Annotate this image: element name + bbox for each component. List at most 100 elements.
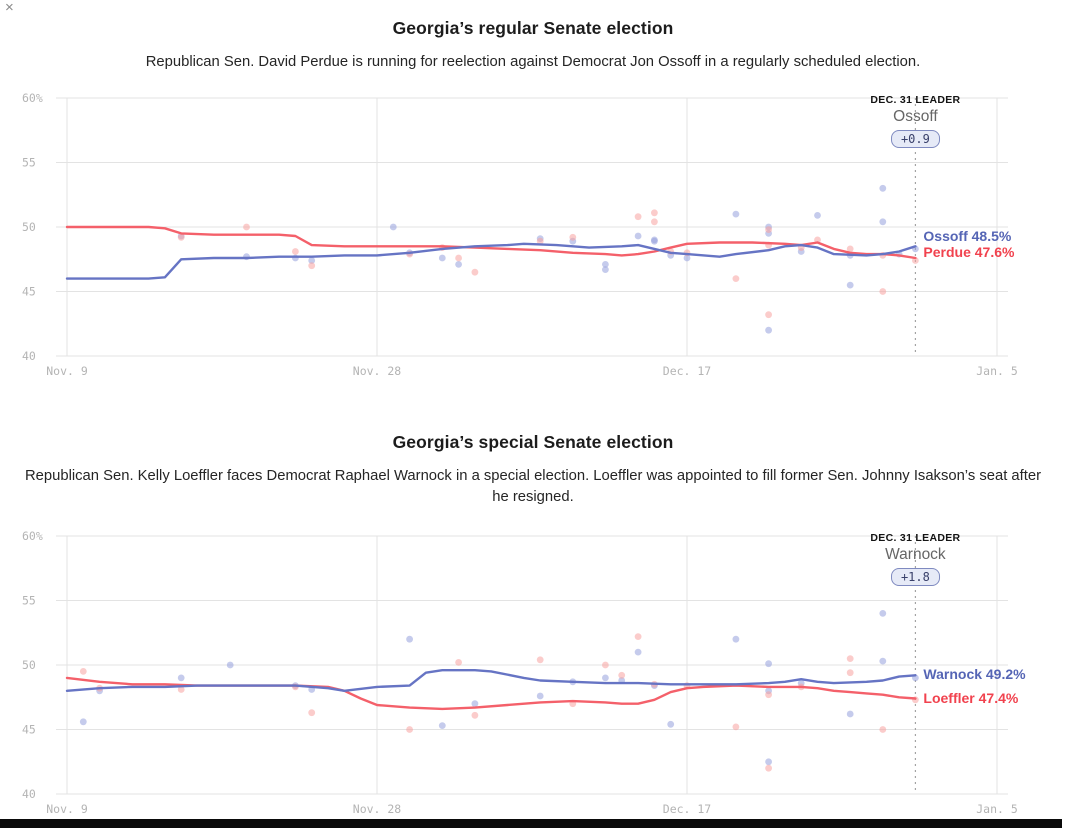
dem-poll-dot <box>406 635 413 643</box>
rep-poll-dot <box>243 223 250 231</box>
x-tick-label: Dec. 17 <box>663 364 712 378</box>
special-election-section: Georgia’s special Senate election Republ… <box>0 420 1066 826</box>
rep-series-end-label: Perdue 47.6% <box>923 244 1015 261</box>
x-tick-label: Nov. 9 <box>46 802 88 816</box>
x-tick-label: Dec. 17 <box>663 802 712 816</box>
dem-poll-dot <box>308 257 316 264</box>
leader-margin-badge: +1.8 <box>890 568 940 586</box>
dem-poll-dot <box>79 718 87 726</box>
dem-poll-dot <box>732 210 740 218</box>
rep-poll-dot <box>634 213 642 221</box>
dem-poll-dot <box>879 184 887 192</box>
y-tick-label: 55 <box>22 156 36 170</box>
rep-poll-dot <box>536 237 544 245</box>
rep-poll-dot <box>732 275 740 282</box>
dem-poll-dot <box>455 261 462 268</box>
rep-poll-dot <box>846 245 854 253</box>
rep-poll-dot <box>846 669 854 677</box>
y-tick-label: 55 <box>22 594 36 608</box>
x-tick-label: Nov. 28 <box>353 364 402 378</box>
leader-name: Ossoff <box>893 108 938 125</box>
dem-poll-dot <box>846 710 854 718</box>
rep-poll-dot <box>292 248 299 255</box>
bottom-bar <box>0 819 1062 828</box>
dem-poll-dot <box>536 692 544 700</box>
rep-poll-dot <box>765 226 772 234</box>
dem-poll-dot <box>389 223 397 231</box>
regular-election-section: Georgia’s regular Senate election Republ… <box>0 0 1066 388</box>
dem-poll-dot <box>602 674 609 682</box>
y-tick-label: 45 <box>22 285 36 299</box>
dem-poll-dot <box>634 648 642 656</box>
dem-poll-dot <box>683 254 691 262</box>
rep-poll-dot <box>177 233 185 241</box>
dem-poll-dot <box>846 281 854 289</box>
x-tick-label: Nov. 28 <box>353 802 402 816</box>
dem-poll-dot <box>814 212 821 219</box>
dem-poll-dot <box>602 266 609 273</box>
dem-trend-line <box>65 242 917 280</box>
rep-poll-dot <box>879 726 887 733</box>
leader-margin-badge: +0.9 <box>890 130 940 148</box>
rep-poll-dot <box>634 633 642 640</box>
rep-trend-line <box>65 676 917 711</box>
rep-series-end-label: Loeffler 47.4% <box>923 689 1019 706</box>
dem-poll-dot <box>471 700 479 708</box>
dem-poll-dot <box>879 218 887 226</box>
rep-poll-dot <box>765 311 772 319</box>
rep-poll-dot <box>602 661 609 669</box>
rep-poll-dot <box>455 254 462 262</box>
leader-name: Warnock <box>885 546 946 563</box>
y-tick-label: 50 <box>22 220 36 234</box>
x-tick-label: Jan. 5 <box>976 802 1018 816</box>
x-tick-label: Nov. 9 <box>46 364 88 378</box>
rep-poll-dot <box>765 691 772 699</box>
close-icon[interactable]: × <box>5 0 14 16</box>
x-tick-label: Jan. 5 <box>976 364 1018 378</box>
dem-poll-dot <box>879 610 887 617</box>
rep-poll-dot <box>308 262 316 270</box>
dem-poll-dot <box>602 261 609 268</box>
dem-trend-line <box>65 669 917 692</box>
rep-poll-dot <box>471 268 479 276</box>
rep-poll-dot <box>177 686 185 693</box>
dem-poll-dot <box>226 661 234 669</box>
dem-poll-dot <box>651 237 658 245</box>
rep-poll-dot <box>651 218 658 226</box>
dem-poll-dot <box>667 720 675 728</box>
regular-poll-average-plot: 60% 55 50 45 40 Nov. 9 Nov. 28 Dec. 17 Jan. 5 DE… <box>0 88 1066 388</box>
regular-chart-title: Georgia’s regular Senate election <box>392 18 674 38</box>
rep-poll-dot <box>879 288 887 295</box>
dem-poll-dot <box>765 660 772 668</box>
dem-poll-dot <box>634 232 642 240</box>
y-tick-label: 60% <box>22 91 43 105</box>
rep-trend-line <box>65 225 917 260</box>
y-tick-label: 50 <box>22 658 36 672</box>
rep-poll-dot <box>536 656 544 664</box>
rep-poll-dot <box>406 726 413 733</box>
dem-poll-dot <box>765 758 772 766</box>
leader-date-label: DEC. 31 LEADER <box>870 94 961 106</box>
rep-poll-dot <box>308 709 316 717</box>
rep-poll-dot <box>455 659 462 666</box>
dem-poll-dot <box>879 657 887 665</box>
leader-annotation: DEC. 31 LEADER Ossoff +0.9 <box>870 94 960 148</box>
special-chart-title: Georgia’s special Senate election <box>392 432 674 452</box>
leader-annotation: DEC. 31 LEADER Warnock +1.8 <box>870 532 960 586</box>
leader-date-label: DEC. 31 LEADER <box>870 532 961 544</box>
rep-poll-dot <box>651 209 658 217</box>
rep-poll-dot <box>618 671 626 679</box>
y-tick-label: 60% <box>22 529 43 543</box>
dem-poll-dot <box>438 254 446 262</box>
y-tick-label: 40 <box>22 349 36 363</box>
dem-poll-dot <box>177 674 185 682</box>
regular-chart-subtitle: Republican Sen. David Perdue is running … <box>145 54 921 70</box>
rep-poll-dot <box>569 233 577 241</box>
rep-poll-dot <box>471 711 479 719</box>
dem-series-end-label: Warnock 49.2% <box>923 666 1026 683</box>
special-chart-subtitle: Republican Sen. Kelly Loeffler faces Dem… <box>24 468 1042 505</box>
dem-poll-dot <box>765 326 772 334</box>
rep-poll-dot <box>732 723 740 731</box>
dem-poll-dot <box>732 635 740 643</box>
